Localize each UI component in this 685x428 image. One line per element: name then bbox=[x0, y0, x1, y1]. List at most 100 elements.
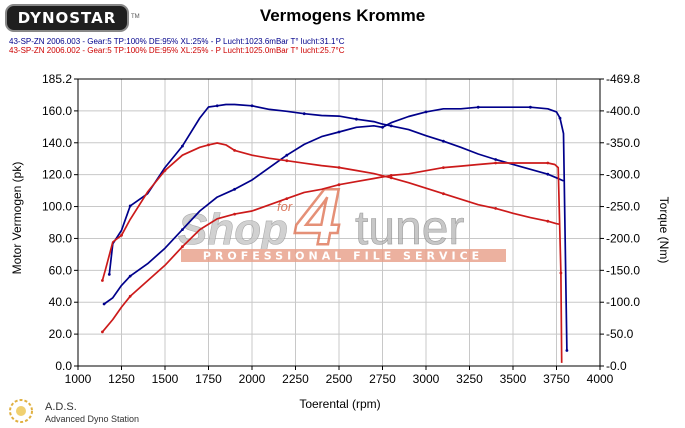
logo-trademark: TM bbox=[131, 14, 140, 20]
data-point bbox=[442, 139, 445, 143]
x-tick-label: 3250 bbox=[456, 372, 483, 386]
data-point bbox=[559, 271, 563, 275]
data-point bbox=[163, 169, 167, 172]
data-point bbox=[355, 117, 358, 121]
y-right-tick-label: -350.0 bbox=[606, 136, 640, 150]
data-point bbox=[558, 116, 562, 120]
y-right-tick-label: -300.0 bbox=[606, 168, 640, 182]
data-point bbox=[389, 174, 393, 177]
watermark-shop: Shop bbox=[178, 205, 288, 254]
data-point bbox=[233, 187, 237, 191]
data-point bbox=[442, 166, 445, 170]
data-point bbox=[546, 161, 550, 165]
x-tick-label: 1750 bbox=[195, 372, 222, 386]
data-point bbox=[476, 105, 480, 109]
data-point bbox=[128, 294, 132, 298]
series-line-run2_power bbox=[101, 162, 563, 363]
x-tick-label: 2750 bbox=[369, 372, 396, 386]
data-point bbox=[101, 330, 104, 334]
series-line-run2_torque bbox=[101, 142, 561, 281]
data-point bbox=[389, 176, 393, 180]
x-tick-label: 2500 bbox=[326, 372, 353, 386]
data-point bbox=[389, 124, 393, 128]
watermark-band bbox=[181, 249, 506, 262]
dynostar-logo: DYNOSTAR bbox=[5, 4, 129, 32]
y-left-tick-label: 40.0 bbox=[49, 295, 73, 309]
y-left-tick-label: 60.0 bbox=[49, 263, 73, 277]
y-right-tick-label: -150.0 bbox=[606, 263, 640, 277]
y-left-tick-label: 120.0 bbox=[42, 168, 72, 182]
data-point bbox=[233, 212, 237, 216]
shop4tuner-watermark: Shop for 4 tuner PROFESSIONAL FILE SERVI… bbox=[178, 171, 506, 263]
x-tick-label: 2000 bbox=[239, 372, 266, 386]
watermark-tuner: tuner bbox=[355, 202, 464, 255]
data-point bbox=[181, 245, 184, 249]
y-left-tick-label: 100.0 bbox=[42, 200, 72, 214]
data-point bbox=[181, 228, 184, 232]
data-point bbox=[250, 104, 254, 108]
x-tick-label: 3000 bbox=[413, 372, 440, 386]
axes: 1000 1250 1500 1750 2000 2250 2500 2750 3000 3250… bbox=[42, 72, 640, 386]
y-right-tick-label: -50.0 bbox=[606, 327, 634, 341]
ads-logo-icon bbox=[9, 399, 33, 423]
y-right-tick-label: -400.0 bbox=[606, 104, 640, 118]
y-left-tick-label: 160.0 bbox=[42, 104, 72, 118]
logo-text: DYNOSTAR bbox=[17, 9, 117, 27]
x-tick-label: 2250 bbox=[282, 372, 309, 386]
x-tick-label: 1250 bbox=[108, 372, 135, 386]
y-left-tick-label: 140.0 bbox=[42, 136, 72, 150]
data-point bbox=[128, 274, 132, 278]
data-point bbox=[565, 349, 569, 352]
y-axis-right-label: Torque (Nm) bbox=[657, 197, 671, 264]
watermark-for: for bbox=[277, 199, 293, 214]
watermark-tagline: PROFESSIONAL FILE SERVICE bbox=[203, 250, 483, 263]
ads-subtitle: Advanced Dyno Station bbox=[45, 414, 140, 424]
y-right-tick-label: -200.0 bbox=[606, 231, 640, 245]
data-point bbox=[102, 302, 106, 306]
y-left-tick-label: 20.0 bbox=[49, 327, 73, 341]
ads-title: A.D.S. bbox=[45, 401, 77, 413]
y-right-tick-label: -469.8 bbox=[606, 72, 640, 86]
run2-info: 43-SP-ZN 2006.002 - Gear:5 TP:100% DE:95… bbox=[9, 46, 345, 55]
data-point bbox=[337, 166, 341, 169]
series-line-run1_torque bbox=[108, 103, 564, 275]
data-point bbox=[101, 279, 104, 282]
data-point bbox=[546, 172, 550, 176]
x-tick-label: 1500 bbox=[152, 372, 179, 386]
data-point bbox=[128, 204, 132, 208]
x-tick-label: 1000 bbox=[65, 372, 92, 386]
data-point bbox=[494, 161, 497, 165]
data-point bbox=[381, 125, 384, 129]
chart-title: Vermogens Kromme bbox=[259, 6, 426, 25]
x-tick-label: 3500 bbox=[500, 372, 527, 386]
data-point bbox=[233, 149, 237, 152]
data-point bbox=[337, 183, 341, 187]
data-point bbox=[107, 273, 111, 276]
y-right-tick-label: -100.0 bbox=[606, 295, 640, 309]
run1-info: 43-SP-ZN 2006.003 - Gear:5 TP:100% DE:95… bbox=[9, 37, 345, 46]
plot-frame bbox=[77, 78, 601, 367]
data-point bbox=[285, 153, 289, 157]
data-point bbox=[215, 104, 219, 108]
data-point bbox=[181, 144, 184, 148]
data-point bbox=[337, 130, 341, 134]
y-axis-left-label: Motor Vermogen (pk) bbox=[10, 162, 24, 275]
y-right-tick-label: -0.0 bbox=[606, 359, 627, 373]
data-point bbox=[494, 158, 497, 161]
data-point bbox=[442, 192, 445, 196]
data-point bbox=[120, 233, 123, 237]
y-left-tick-label: 0.0 bbox=[55, 359, 72, 373]
series bbox=[101, 103, 569, 363]
y-left-tick-label: 185.2 bbox=[42, 72, 72, 86]
y-left-tick-label: 80.0 bbox=[49, 231, 73, 245]
series-line-run1_power bbox=[103, 106, 568, 351]
data-point bbox=[285, 197, 289, 201]
data-point bbox=[546, 219, 550, 223]
x-tick-label: 3750 bbox=[543, 372, 570, 386]
data-point bbox=[529, 105, 532, 109]
data-point bbox=[302, 112, 306, 116]
data-point bbox=[494, 207, 497, 210]
y-right-tick-label: -250.0 bbox=[606, 200, 640, 214]
data-point bbox=[285, 159, 289, 163]
